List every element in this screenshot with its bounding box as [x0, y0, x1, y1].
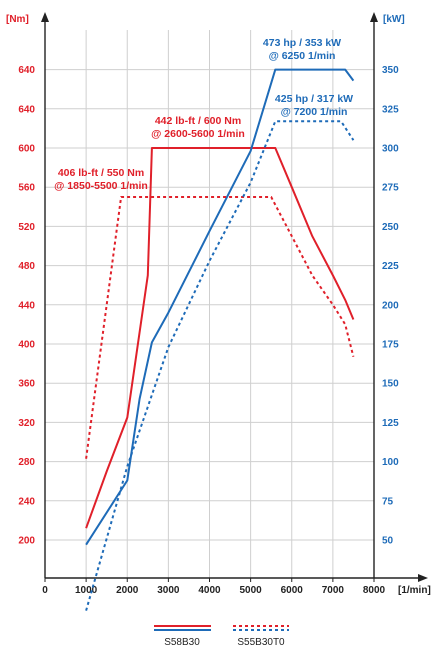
x-unit-label: [1/min]	[398, 585, 431, 596]
legend-label-s58: S58B30	[164, 637, 200, 648]
y-left-tick-label: 280	[18, 457, 35, 468]
y-left-tick-label: 440	[18, 300, 35, 311]
y-left-tick-label: 560	[18, 183, 35, 194]
x-tick-label: 7000	[322, 585, 345, 596]
y-right-tick-label: 350	[382, 65, 399, 76]
y-left-axis-arrow	[41, 12, 49, 22]
y-left-unit-label: [Nm]	[6, 14, 29, 25]
legend-label-s55: S55B30T0	[237, 637, 285, 648]
annotation-s58-torque: 442 lb-ft / 600 Nm	[155, 115, 241, 127]
x-tick-label: 2000	[116, 585, 139, 596]
y-left-tick-label: 400	[18, 340, 35, 351]
annotation-s55-power: 425 hp / 317 kW	[275, 93, 353, 105]
annotation-s55-torque: 406 lb-ft / 550 Nm	[58, 167, 144, 179]
y-right-tick-label: 275	[382, 183, 399, 194]
s58b30-torque-line	[85, 147, 355, 529]
y-right-tick-label: 50	[382, 536, 394, 547]
y-right-tick-label: 325	[382, 104, 399, 115]
annotations: 442 lb-ft / 600 Nm@ 2600-5600 1/min 406 l…	[54, 37, 353, 192]
y-left-tick-label: 600	[18, 144, 35, 155]
s55b30t0-torque-line	[85, 196, 355, 459]
annotation-s55-power: @ 7200 1/min	[281, 106, 348, 118]
y-left-tick-label: 320	[18, 418, 35, 429]
y-left-tick-label: 480	[18, 261, 35, 272]
y-left-tick-label: 640	[18, 104, 35, 115]
x-tick-label: 0	[42, 585, 48, 596]
annotation-s58-torque: @ 2600-5600 1/min	[151, 128, 245, 140]
y-right-tick-label: 200	[382, 300, 399, 311]
x-tick-label: 5000	[240, 585, 263, 596]
x-tick-label: 4000	[198, 585, 221, 596]
legend: S58B30 S55B30T0	[154, 625, 289, 648]
annotation-s58-power: 473 hp / 353 kW	[263, 37, 341, 49]
y-right-tick-label: 150	[382, 379, 399, 390]
y-right-tick-label: 125	[382, 418, 399, 429]
x-tick-label: 6000	[281, 585, 304, 596]
y-right-tick-label: 300	[382, 144, 399, 155]
annotation-s55-torque: @ 1850-5500 1/min	[54, 180, 148, 192]
x-axis-arrow	[418, 574, 428, 582]
s55b30t0-power-line	[85, 120, 355, 611]
y-left-tick-label: 200	[18, 536, 35, 547]
y-right-tick-label: 225	[382, 261, 399, 272]
y-right-tick-label: 250	[382, 222, 399, 233]
x-tick-label: 8000	[363, 585, 386, 596]
x-tick-label: 1000	[75, 585, 98, 596]
y-right-unit-label: [kW]	[383, 14, 405, 25]
y-right-tick-label: 100	[382, 457, 399, 468]
annotation-s58-power: @ 6250 1/min	[269, 50, 336, 62]
y-right-tick-label: 75	[382, 496, 394, 507]
y-left-tick-label: 520	[18, 222, 35, 233]
series-lines	[85, 68, 355, 611]
y-left-tick-label: 240	[18, 496, 35, 507]
s58b30-power-line	[85, 68, 355, 546]
y-left-tick-label: 360	[18, 379, 35, 390]
y-left-tick-label: 640	[18, 65, 35, 76]
x-tick-label: 3000	[157, 585, 180, 596]
y-right-axis-arrow	[370, 12, 378, 22]
axes: 0 1000 2000 3000 4000 5000 6000 7000 8000 200 240 2…	[6, 12, 431, 596]
y-right-tick-label: 175	[382, 340, 399, 351]
